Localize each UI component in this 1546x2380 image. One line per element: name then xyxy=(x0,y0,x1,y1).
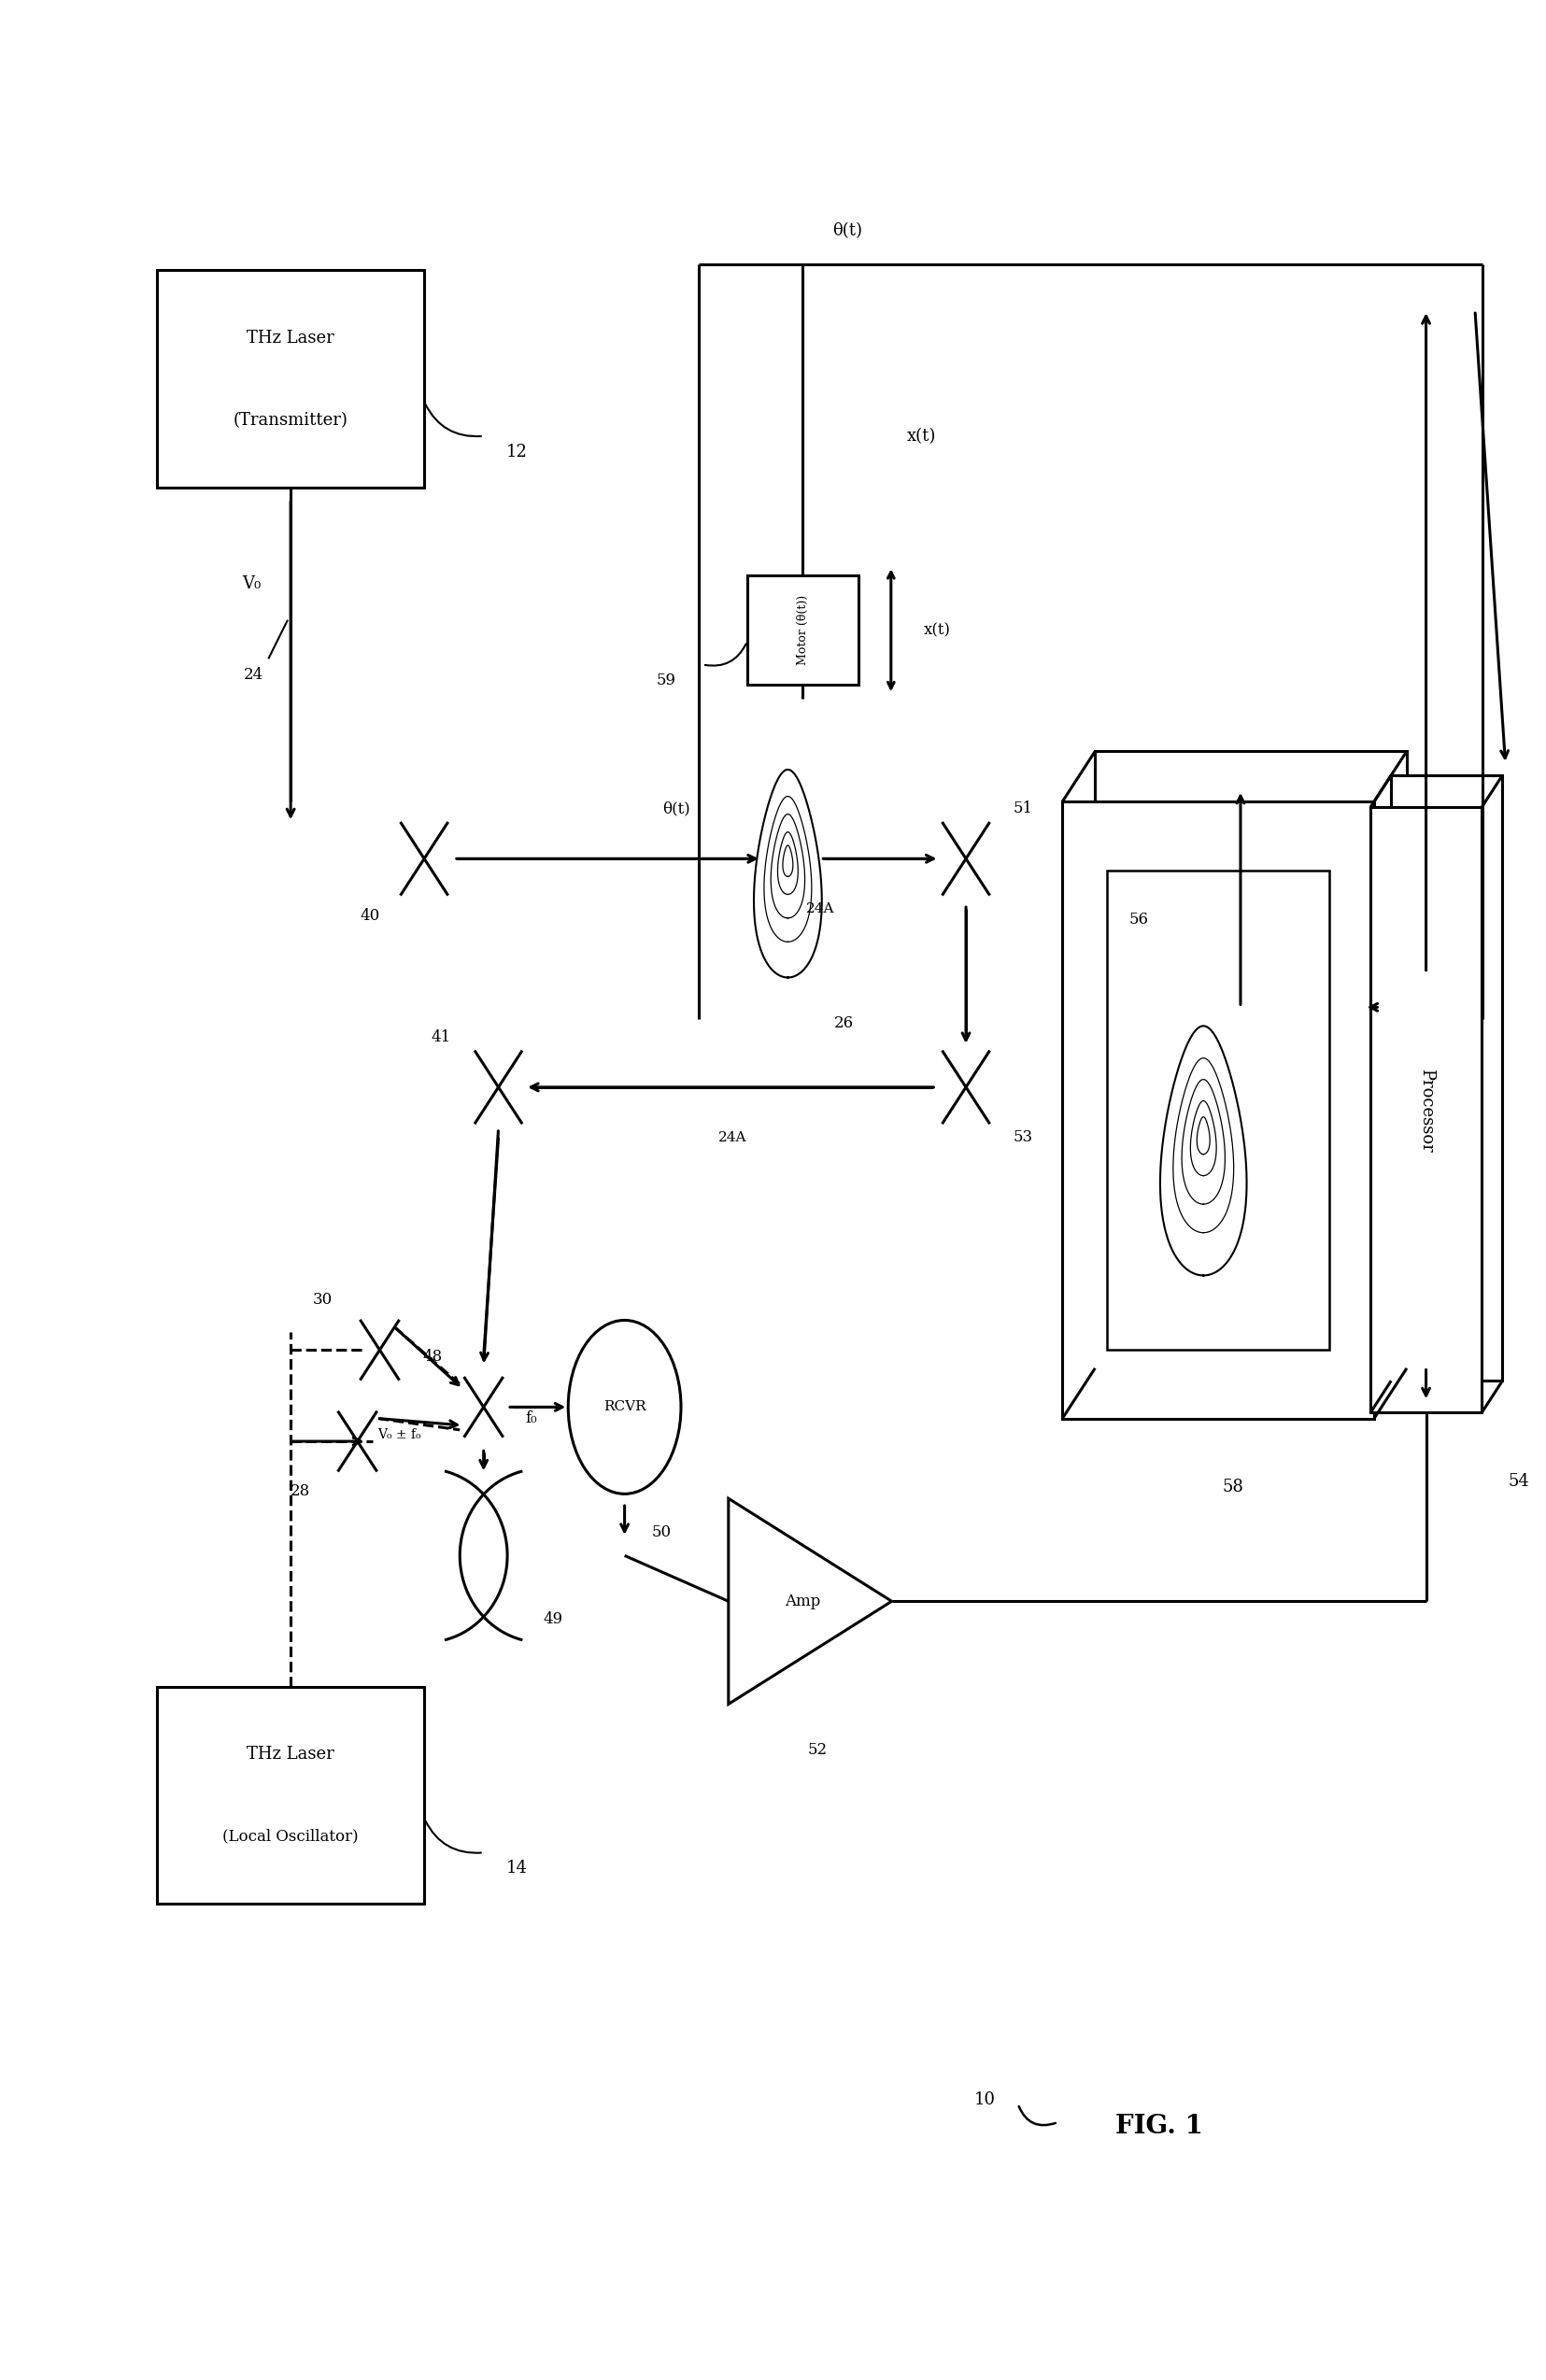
Text: 51: 51 xyxy=(1014,800,1033,816)
Text: 52: 52 xyxy=(807,1742,827,1759)
Text: 40: 40 xyxy=(360,907,380,923)
Bar xyxy=(747,576,858,685)
Text: THz Laser: THz Laser xyxy=(247,1747,334,1764)
Bar xyxy=(158,271,424,488)
Text: 54: 54 xyxy=(1509,1473,1529,1490)
Text: 24A: 24A xyxy=(807,902,835,916)
Text: θ(t): θ(t) xyxy=(663,800,691,816)
Text: (Transmitter): (Transmitter) xyxy=(233,412,348,428)
Text: 14: 14 xyxy=(506,1861,527,1878)
Text: V₀: V₀ xyxy=(243,576,261,593)
Text: V₀ ± f₀: V₀ ± f₀ xyxy=(377,1428,421,1440)
Text: f₀: f₀ xyxy=(526,1411,536,1426)
Text: x(t): x(t) xyxy=(908,428,935,445)
Bar xyxy=(158,1687,424,1904)
Text: 48: 48 xyxy=(422,1349,442,1364)
Text: 12: 12 xyxy=(506,443,527,459)
Text: RCVR: RCVR xyxy=(603,1399,646,1414)
Bar xyxy=(1107,871,1330,1349)
Text: 53: 53 xyxy=(1014,1130,1033,1145)
Text: THz Laser: THz Laser xyxy=(247,328,334,345)
Text: Processor: Processor xyxy=(1418,1069,1435,1152)
Text: (Local Oscillator): (Local Oscillator) xyxy=(223,1828,359,1844)
Text: 58: 58 xyxy=(1223,1478,1245,1495)
Text: θ(t): θ(t) xyxy=(832,221,863,238)
Bar xyxy=(1370,807,1481,1414)
Text: 28: 28 xyxy=(291,1483,309,1499)
Text: 49: 49 xyxy=(543,1611,563,1628)
Text: 50: 50 xyxy=(651,1526,671,1540)
Bar xyxy=(1062,802,1374,1418)
Bar xyxy=(1391,776,1503,1380)
Text: 59: 59 xyxy=(656,674,676,688)
Text: 10: 10 xyxy=(974,2092,996,2109)
Text: Motor (θ(t)): Motor (θ(t)) xyxy=(796,595,809,666)
Text: 30: 30 xyxy=(312,1292,332,1307)
Text: x(t): x(t) xyxy=(923,621,951,638)
Text: 24A: 24A xyxy=(717,1130,747,1145)
Text: 56: 56 xyxy=(1129,912,1149,928)
Text: 24: 24 xyxy=(244,666,264,683)
Text: FIG. 1: FIG. 1 xyxy=(1115,2113,1203,2140)
Text: Amp: Amp xyxy=(785,1592,821,1609)
Bar xyxy=(1095,752,1407,1368)
Text: 26: 26 xyxy=(835,1016,853,1031)
Text: 41: 41 xyxy=(431,1028,451,1045)
